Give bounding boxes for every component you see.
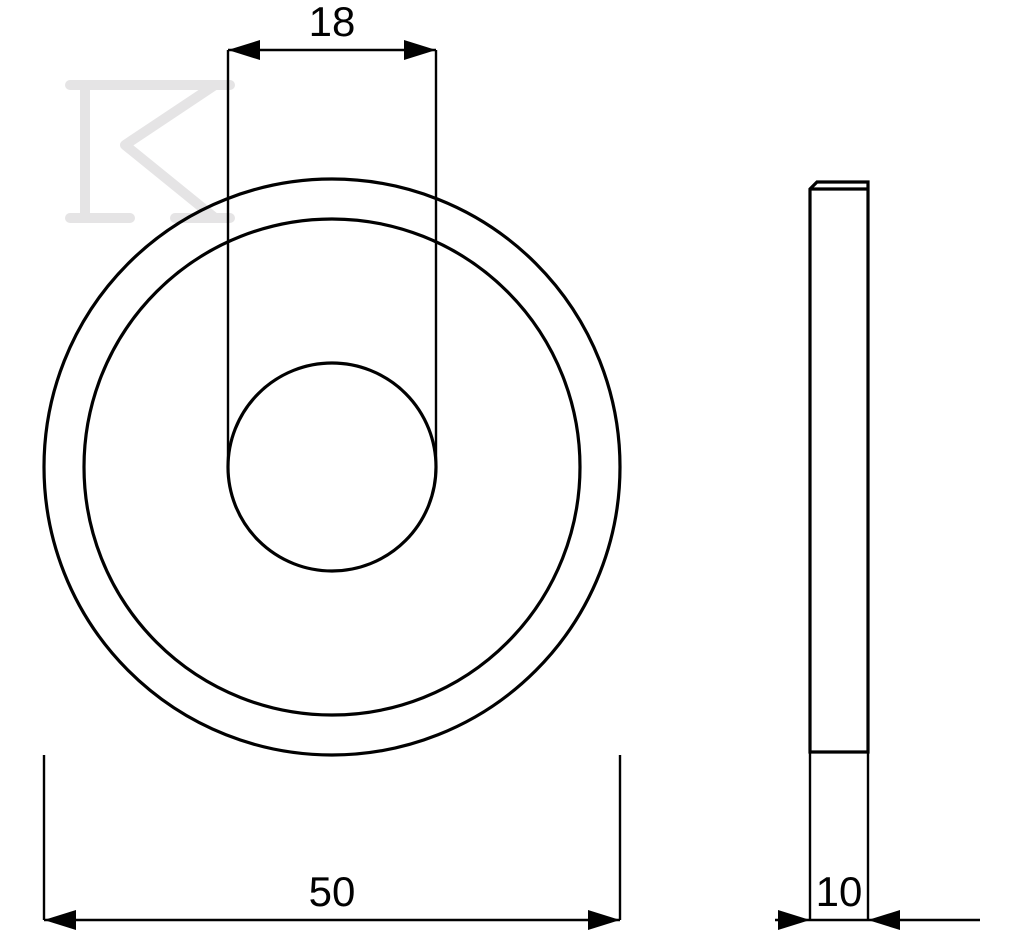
watermark-k-icon bbox=[70, 85, 230, 218]
front-view bbox=[44, 179, 620, 755]
thickness-label: 10 bbox=[816, 868, 863, 915]
inner-diameter-label: 18 bbox=[309, 0, 356, 45]
dimension-thickness: 10 bbox=[775, 752, 980, 930]
dimension-inner-diameter: 18 bbox=[228, 0, 436, 467]
side-view bbox=[810, 182, 868, 752]
overall-diameter-label: 50 bbox=[309, 868, 356, 915]
technical-drawing-svg: 18 50 10 bbox=[0, 0, 1024, 939]
dimension-overall-diameter: 50 bbox=[44, 755, 620, 930]
